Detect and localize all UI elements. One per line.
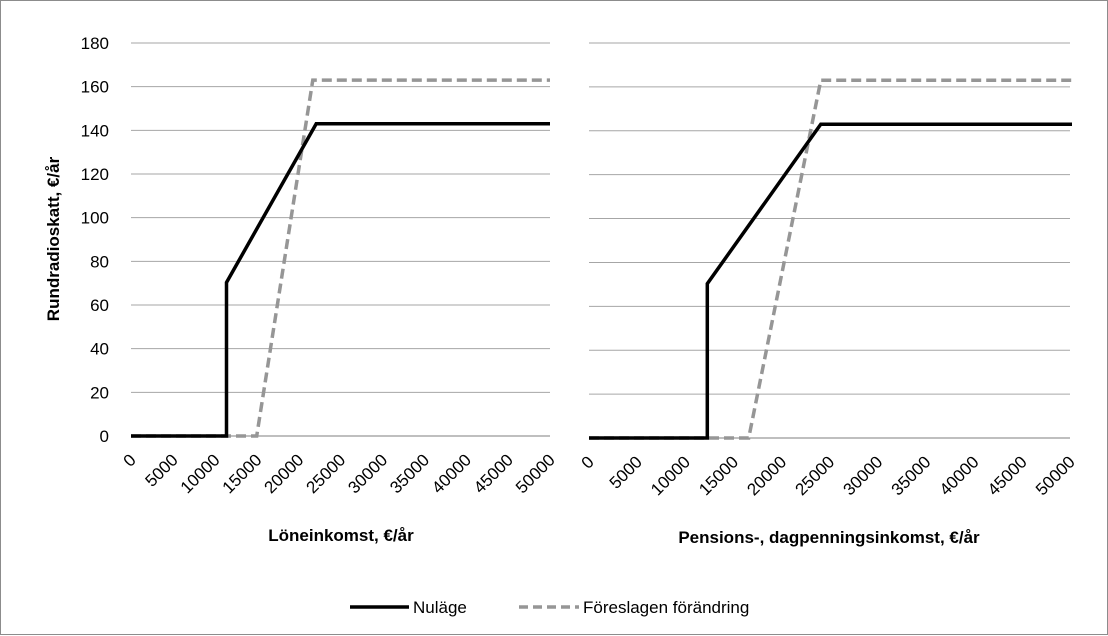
right-series-nulage-line <box>589 122 1072 440</box>
left-x-tick-label: 15000 <box>219 450 266 497</box>
legend-label-nulage: Nuläge <box>413 598 467 617</box>
right-series-foreslagen-line <box>589 78 1072 440</box>
left-x-tick-label: 45000 <box>470 450 517 497</box>
left-x-tick-label: 40000 <box>428 450 475 497</box>
y-tick-label: 120 <box>81 165 109 184</box>
right-x-tick-label: 45000 <box>984 452 1031 499</box>
left-x-tick-label: 20000 <box>261 450 308 497</box>
legend: Nuläge Föreslagen förändring <box>350 598 749 617</box>
left-x-tick-label: 5000 <box>142 450 182 490</box>
left-series-nulage-line <box>131 122 550 438</box>
legend-label-foreslagen: Föreslagen förändring <box>583 598 749 617</box>
right-x-tick-label: 5000 <box>606 452 646 492</box>
chart-panel-right: 0 5000 10000 15000 20000 25000 30000 35000 40000… <box>578 42 1079 547</box>
left-x-tick-label: 0 <box>120 450 140 470</box>
y-tick-label: 160 <box>81 78 109 97</box>
right-x-tick-label: 35000 <box>888 452 935 499</box>
right-x-tick-label: 25000 <box>791 452 838 499</box>
right-x-tick-label: 20000 <box>743 452 790 499</box>
left-x-axis-title: Löneinkomst, €/år <box>268 526 414 545</box>
left-x-tick-label: 30000 <box>344 450 391 497</box>
right-x-tick-label: 15000 <box>695 452 742 499</box>
right-x-axis-title: Pensions-, dagpenningsinkomst, €/år <box>678 528 980 547</box>
right-x-tick-label: 0 <box>578 452 598 472</box>
left-x-tick-label: 50000 <box>512 450 559 497</box>
y-tick-label: 0 <box>100 427 109 446</box>
right-x-tick-label: 40000 <box>936 452 983 499</box>
y-tick-label: 100 <box>81 209 109 228</box>
left-x-tick-label: 10000 <box>177 450 224 497</box>
right-x-tick-label: 50000 <box>1032 452 1079 499</box>
y-tick-label: 140 <box>81 121 109 140</box>
right-x-tick-label: 10000 <box>647 452 694 499</box>
y-tick-label: 180 <box>81 34 109 53</box>
y-axis-title: Rundradioskatt, €/år <box>44 156 63 321</box>
y-tick-label: 80 <box>90 252 109 271</box>
right-x-tick-label: 30000 <box>840 452 887 499</box>
left-x-tick-label: 35000 <box>386 450 433 497</box>
y-tick-label: 60 <box>90 296 109 315</box>
y-tick-label: 40 <box>90 340 109 359</box>
left-series-foreslagen-line <box>131 78 550 438</box>
left-x-tick-label: 25000 <box>302 450 349 497</box>
y-tick-label: 20 <box>90 383 109 402</box>
